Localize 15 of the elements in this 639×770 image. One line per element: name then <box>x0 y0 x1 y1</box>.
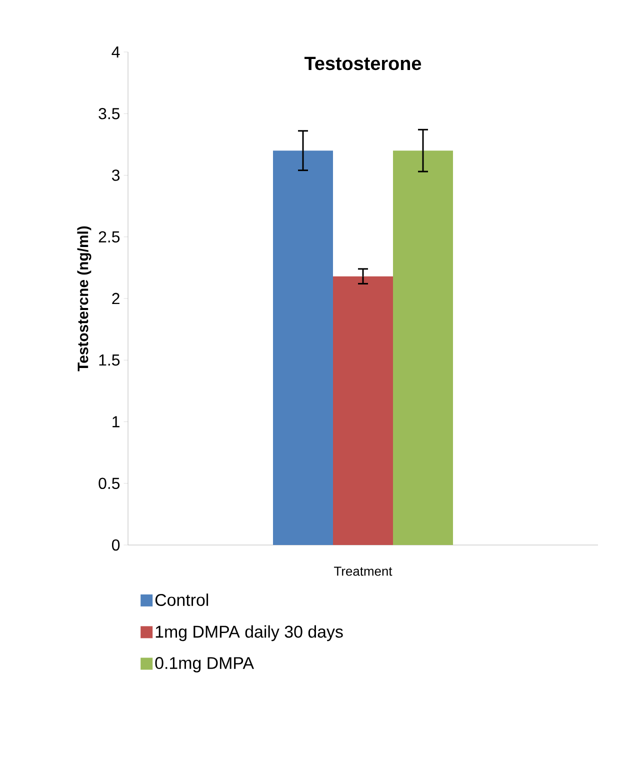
y-tick-label: 2 <box>112 292 120 304</box>
y-tick-label: 3.5 <box>98 108 120 120</box>
y-tick-label: 4 <box>112 46 120 58</box>
legend-label: 1mg DMPA daily 30 days <box>156 625 343 642</box>
y-tick-label: 1 <box>112 416 120 428</box>
y-axis-title: Testostercne (ng/ml) <box>77 226 92 372</box>
chart-title: Testosterone <box>304 56 422 70</box>
legend-label: Control <box>155 594 208 606</box>
y-tick-label: 1.5 <box>99 354 120 366</box>
x-tick-label: Treatment <box>334 566 392 576</box>
y-tick-label: 3 <box>112 170 120 181</box>
y-tick-label: 0 <box>112 539 120 551</box>
y-tick-label: 0.5 <box>98 478 120 490</box>
legend-label: 0.1mg DMPA <box>155 657 254 672</box>
y-tick-label: 2.5 <box>98 231 120 243</box>
